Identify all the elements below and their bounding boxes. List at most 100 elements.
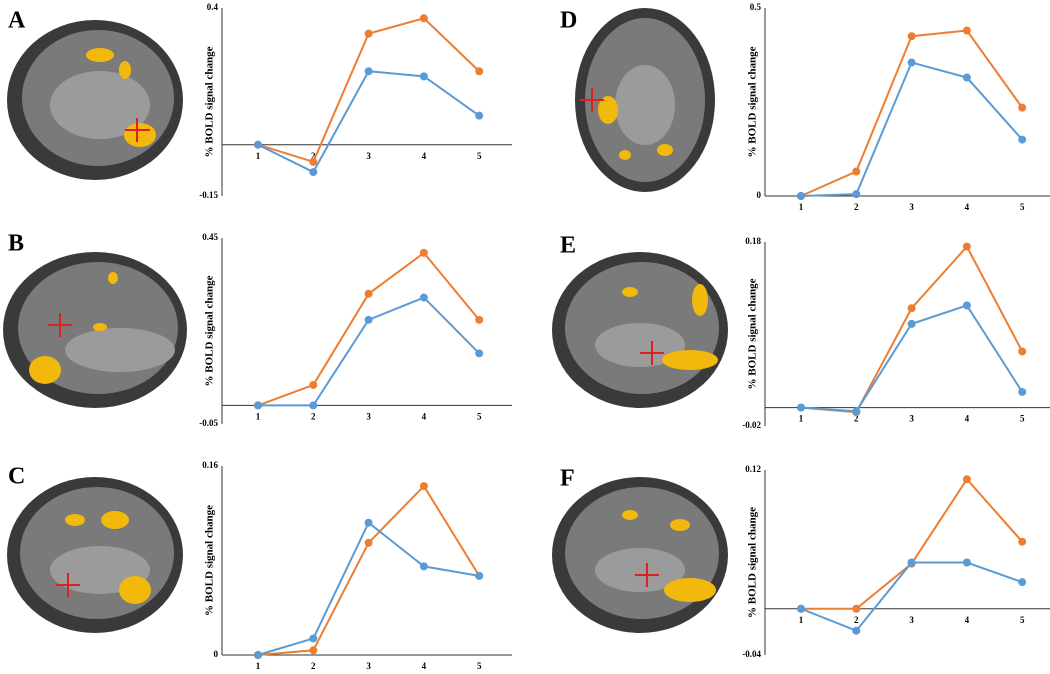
x-tick-label: 1 [256, 661, 261, 671]
data-point [852, 167, 861, 176]
data-point [797, 403, 805, 412]
panel-label: A [8, 8, 26, 34]
data-point [364, 29, 373, 38]
data-point [419, 293, 428, 302]
data-point [1018, 347, 1027, 356]
data-point [962, 242, 971, 251]
brain-image-d [575, 8, 715, 192]
data-point [1018, 537, 1027, 546]
data-point [962, 558, 971, 567]
x-tick-label: 1 [799, 202, 804, 212]
x-tick-label: 4 [965, 414, 970, 424]
y-tick-label: 0.18 [745, 236, 761, 246]
data-point [1018, 135, 1027, 144]
data-point [907, 319, 916, 328]
y-tick-label: -0.15 [199, 190, 218, 200]
x-tick-label: 3 [909, 414, 914, 424]
data-point [254, 140, 262, 149]
brain-image-e [552, 252, 728, 408]
panel-label: D [560, 8, 577, 34]
x-tick-label: 2 [854, 414, 859, 424]
data-point [1018, 103, 1027, 112]
y-tick-label: -0.05 [199, 418, 218, 428]
data-point [907, 304, 916, 313]
x-tick-label: 2 [854, 202, 859, 212]
data-point [419, 72, 428, 81]
data-point [475, 349, 484, 358]
x-tick-label: 1 [256, 151, 261, 161]
data-point [309, 380, 318, 389]
data-point [419, 562, 428, 571]
data-point [309, 401, 318, 410]
data-point [962, 301, 971, 310]
x-tick-label: 5 [477, 661, 482, 671]
panel-label: F [560, 466, 575, 492]
y-tick-label: 0.4 [207, 2, 219, 12]
x-tick-label: 4 [422, 411, 427, 421]
data-point [1018, 578, 1027, 587]
y-axis-label: % BOLD signal change [204, 46, 216, 157]
data-point [907, 558, 916, 567]
data-point [254, 651, 262, 659]
y-axis-label: % BOLD signal change [747, 46, 759, 157]
y-axis-label: % BOLD signal change [204, 275, 216, 386]
y-tick-label: 0 [214, 649, 219, 659]
x-tick-label: 5 [1020, 615, 1025, 625]
data-point [962, 73, 971, 82]
y-tick-label: 0.5 [750, 2, 762, 12]
x-tick-label: 1 [799, 414, 804, 424]
x-tick-label: 3 [909, 202, 914, 212]
panel-label: B [8, 231, 24, 257]
data-point [852, 407, 861, 416]
x-tick-label: 5 [477, 411, 482, 421]
y-tick-label: 0 [757, 190, 762, 200]
x-tick-label: 5 [1020, 202, 1025, 212]
data-point [797, 192, 805, 200]
x-tick-label: 4 [422, 151, 427, 161]
data-point [475, 67, 484, 76]
x-tick-label: 2 [311, 151, 316, 161]
data-point [797, 604, 805, 613]
data-point [309, 168, 318, 177]
x-tick-label: 3 [366, 661, 371, 671]
data-point [254, 401, 262, 410]
data-point [852, 190, 861, 199]
x-tick-label: 2 [311, 661, 316, 671]
x-tick-label: 4 [965, 202, 970, 212]
data-point [852, 626, 861, 635]
data-point [364, 67, 373, 76]
data-point [907, 32, 916, 41]
data-point [419, 482, 428, 491]
y-axis-label: % BOLD signal change [747, 278, 759, 389]
data-point [962, 26, 971, 35]
data-point [852, 604, 861, 613]
data-point [1018, 387, 1027, 396]
x-tick-label: 5 [477, 151, 482, 161]
x-tick-label: 3 [909, 615, 914, 625]
y-tick-label: -0.02 [742, 420, 761, 430]
x-tick-label: 2 [311, 411, 316, 421]
brain-image-f [552, 477, 728, 633]
panel-label: E [560, 233, 576, 259]
brain-image-c [7, 477, 183, 633]
y-tick-label: -0.04 [742, 649, 761, 659]
x-tick-label: 1 [256, 411, 261, 421]
data-point [364, 538, 373, 547]
data-point [475, 315, 484, 324]
data-point [364, 315, 373, 324]
y-axis-label: % BOLD signal change [204, 505, 216, 616]
x-tick-label: 5 [1020, 414, 1025, 424]
data-point [419, 248, 428, 257]
x-tick-label: 4 [422, 661, 427, 671]
brain-image-b [3, 252, 187, 408]
x-tick-label: 2 [854, 615, 859, 625]
brain-image-a [7, 20, 183, 180]
data-point [309, 646, 318, 655]
data-point [364, 518, 373, 527]
x-tick-label: 1 [799, 615, 804, 625]
y-tick-label: 0.12 [745, 464, 761, 474]
data-point [475, 571, 484, 580]
data-point [419, 14, 428, 23]
x-tick-label: 3 [366, 411, 371, 421]
